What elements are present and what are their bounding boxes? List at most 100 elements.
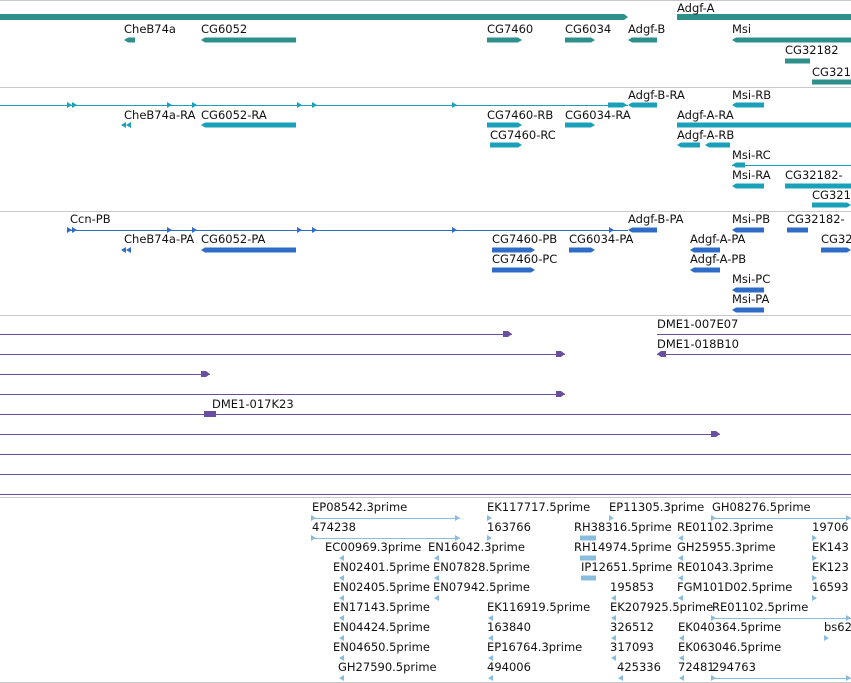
est-label[interactable]: EK040364.5prime bbox=[678, 620, 782, 634]
transcript-exon[interactable] bbox=[732, 102, 764, 108]
cds-exon[interactable] bbox=[312, 227, 317, 233]
est-mark[interactable] bbox=[581, 575, 596, 581]
est-mark[interactable] bbox=[679, 675, 684, 681]
transcript-label[interactable]: CG321 bbox=[812, 188, 851, 202]
cds-exon[interactable] bbox=[569, 247, 595, 253]
est-label[interactable]: 163766 bbox=[487, 520, 531, 534]
cds-label[interactable]: CG6034-PA bbox=[569, 232, 634, 246]
cds-exon[interactable] bbox=[167, 227, 172, 233]
transcript-exon[interactable] bbox=[452, 102, 457, 108]
gene-label[interactable]: CG7460 bbox=[487, 22, 534, 36]
est-label[interactable]: EN07942.5prime bbox=[433, 580, 530, 594]
gene-glyph[interactable] bbox=[785, 58, 810, 64]
clone-end[interactable] bbox=[201, 371, 210, 377]
cds-label[interactable]: Ccn-PB bbox=[70, 212, 111, 226]
est-label[interactable]: EK207925.5prime bbox=[610, 600, 714, 614]
est-label[interactable]: 163840 bbox=[487, 620, 531, 634]
est-mark[interactable] bbox=[455, 535, 460, 541]
est-mark[interactable] bbox=[580, 535, 596, 541]
est-mark[interactable] bbox=[339, 675, 344, 681]
transcript-exon[interactable] bbox=[67, 102, 72, 108]
est-mark[interactable] bbox=[311, 515, 316, 521]
gene-label[interactable]: CG32182 bbox=[785, 43, 839, 57]
transcript-exon[interactable] bbox=[297, 102, 302, 108]
gene-label[interactable]: CG321 bbox=[812, 65, 851, 79]
est-mark[interactable] bbox=[678, 535, 683, 541]
est-label[interactable]: 425336 bbox=[617, 660, 661, 674]
est-mark[interactable] bbox=[434, 575, 439, 581]
transcript-label[interactable]: Adgf-B-RA bbox=[628, 88, 685, 102]
cds-label[interactable]: Adgf-A-PB bbox=[690, 252, 747, 266]
transcript-label[interactable]: Adgf-A-RB bbox=[677, 128, 735, 142]
transcript-label[interactable]: CG6052-RA bbox=[201, 108, 267, 122]
cds-label[interactable]: CheB74a-PA bbox=[124, 232, 195, 246]
transcript-exon[interactable] bbox=[785, 183, 851, 189]
gene-glyph[interactable] bbox=[677, 14, 851, 20]
gene-label[interactable]: Msi bbox=[732, 22, 752, 36]
transcript-exon[interactable] bbox=[126, 122, 131, 128]
transcript-exon[interactable] bbox=[192, 102, 197, 108]
est-label[interactable]: EN02401.5prime bbox=[333, 560, 430, 574]
transcript-exon[interactable] bbox=[705, 142, 730, 148]
cds-exon[interactable] bbox=[72, 227, 77, 233]
clone-label[interactable]: DME1-017K23 bbox=[212, 397, 294, 411]
clone-label[interactable]: DME1-018B10 bbox=[657, 337, 739, 351]
est-mark[interactable] bbox=[339, 655, 344, 661]
transcript-exon[interactable] bbox=[812, 202, 851, 208]
est-label[interactable]: EN04424.5prime bbox=[333, 620, 430, 634]
cds-exon[interactable] bbox=[732, 227, 764, 233]
est-mark[interactable] bbox=[339, 635, 344, 641]
est-label[interactable]: 19706 bbox=[812, 520, 849, 534]
gene-glyph[interactable] bbox=[565, 37, 595, 43]
clone-end[interactable] bbox=[711, 431, 720, 437]
est-mark[interactable] bbox=[488, 615, 493, 621]
est-label[interactable]: bs62 bbox=[824, 620, 851, 634]
transcript-label[interactable]: Adgf-A-RA bbox=[677, 108, 734, 122]
gene-glyph[interactable] bbox=[201, 37, 296, 43]
est-mark[interactable] bbox=[487, 515, 492, 521]
est-mark[interactable] bbox=[824, 635, 829, 641]
gene-glyph[interactable] bbox=[124, 37, 135, 43]
cds-exon[interactable] bbox=[732, 307, 764, 313]
est-label[interactable]: EN07828.5prime bbox=[433, 560, 530, 574]
est-mark[interactable] bbox=[711, 515, 716, 521]
est-label[interactable]: RE01102.3prime bbox=[677, 520, 774, 534]
est-label[interactable]: RH38316.5prime bbox=[574, 520, 672, 534]
est-mark[interactable] bbox=[311, 535, 316, 541]
est-mark[interactable] bbox=[434, 555, 439, 561]
gene-glyph[interactable] bbox=[628, 37, 657, 43]
est-mark[interactable] bbox=[679, 635, 684, 641]
transcript-label[interactable]: CG7460-RC bbox=[490, 128, 556, 142]
est-mark[interactable] bbox=[609, 515, 614, 521]
transcript-exon[interactable] bbox=[565, 122, 595, 128]
cds-label[interactable]: Adgf-B-PA bbox=[628, 212, 684, 226]
est-label[interactable]: RE01043.3prime bbox=[677, 560, 774, 574]
est-label[interactable]: 326512 bbox=[610, 620, 654, 634]
cds-exon[interactable] bbox=[297, 227, 302, 233]
est-mark[interactable] bbox=[711, 675, 716, 681]
est-label[interactable]: 317093 bbox=[610, 640, 654, 654]
gene-label[interactable]: Adgf-A bbox=[677, 1, 715, 15]
est-mark[interactable] bbox=[611, 615, 616, 621]
cds-label[interactable]: Msi-PC bbox=[732, 272, 771, 286]
est-mark[interactable] bbox=[812, 575, 817, 581]
cds-exon[interactable] bbox=[821, 247, 851, 253]
clone-end[interactable] bbox=[204, 411, 216, 417]
est-mark[interactable] bbox=[339, 555, 344, 561]
est-mark[interactable] bbox=[812, 535, 817, 541]
est-mark[interactable] bbox=[678, 555, 683, 561]
cds-label[interactable]: CG6052-PA bbox=[201, 232, 266, 246]
cds-exon[interactable] bbox=[628, 227, 657, 233]
cds-exon[interactable] bbox=[492, 267, 535, 273]
est-label[interactable]: EC00969.3prime bbox=[325, 540, 422, 554]
clone-label[interactable]: DME1-007E07 bbox=[657, 317, 739, 331]
est-mark[interactable] bbox=[580, 555, 596, 561]
cds-label[interactable]: Adgf-A-PA bbox=[690, 232, 746, 246]
cds-exon[interactable] bbox=[67, 227, 72, 233]
est-mark[interactable] bbox=[812, 595, 817, 601]
transcript-label[interactable]: Msi-RA bbox=[732, 168, 771, 182]
est-mark[interactable] bbox=[434, 595, 439, 601]
gene-glyph[interactable] bbox=[812, 79, 851, 85]
cds-label[interactable]: Msi-PA bbox=[732, 292, 770, 306]
est-label[interactable]: 294763 bbox=[712, 660, 756, 674]
